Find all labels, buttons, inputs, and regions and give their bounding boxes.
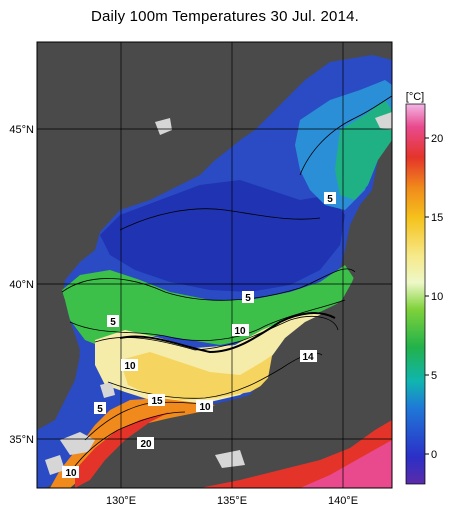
lat-label-45: 45°N (9, 124, 34, 136)
lon-label-130: 130°E (106, 495, 136, 507)
gray-patch (375, 112, 392, 130)
graticule (37, 42, 392, 488)
contour-label: 10 (199, 402, 211, 413)
front-green (62, 265, 355, 348)
kyushu-shikoku (100, 440, 195, 488)
contour-label: 14 (302, 352, 314, 363)
contour-label: 20 (140, 439, 152, 450)
tsushima-red (75, 412, 170, 488)
lon-label-140: 140°E (328, 495, 358, 507)
lat-label-35: 35°N (9, 434, 34, 446)
japan-honshu (180, 215, 392, 448)
gray-patch (215, 450, 245, 468)
contour-label: 10 (124, 361, 136, 372)
colorbar: [°C] 20 15 10 5 0 (405, 91, 443, 485)
front-line (119, 312, 336, 354)
gray-patch (100, 382, 115, 398)
korea-coast (37, 270, 80, 430)
cold-core (100, 180, 345, 292)
ne-green (335, 100, 392, 200)
contour-label: 5 (110, 317, 116, 328)
colorbar-tick: 5 (431, 370, 437, 382)
asia-mainland (37, 42, 330, 272)
lon-label-135: 135°E (217, 495, 247, 507)
lat-label-40: 40°N (9, 279, 34, 291)
gray-patch (45, 455, 65, 475)
contour-label: 10 (65, 468, 77, 479)
gray-patch (155, 118, 172, 135)
contour-label: 5 (245, 293, 251, 304)
colorbar-gradient (405, 103, 426, 485)
contour-value-labels: 5 5 5 10 10 10 15 10 5 20 10 14 (62, 192, 336, 479)
colorbar-tick: 15 (431, 212, 443, 224)
gray-patch (60, 432, 95, 455)
colorbar-tick: 10 (431, 291, 443, 303)
contour-label: 5 (97, 404, 103, 415)
colorbar-unit: [°C] (406, 91, 424, 103)
contour-label: 15 (151, 396, 163, 407)
colorbar-tick: 0 (431, 449, 437, 461)
map-border (36, 41, 393, 489)
contour-label: 10 (234, 326, 246, 337)
pacific-pink (300, 440, 392, 488)
warm-core (120, 345, 315, 400)
contour-label: 5 (327, 194, 333, 205)
map-title: Daily 100m Temperatures 30 Jul. 2014. (90, 8, 360, 25)
colorbar-tick: 20 (431, 133, 443, 145)
